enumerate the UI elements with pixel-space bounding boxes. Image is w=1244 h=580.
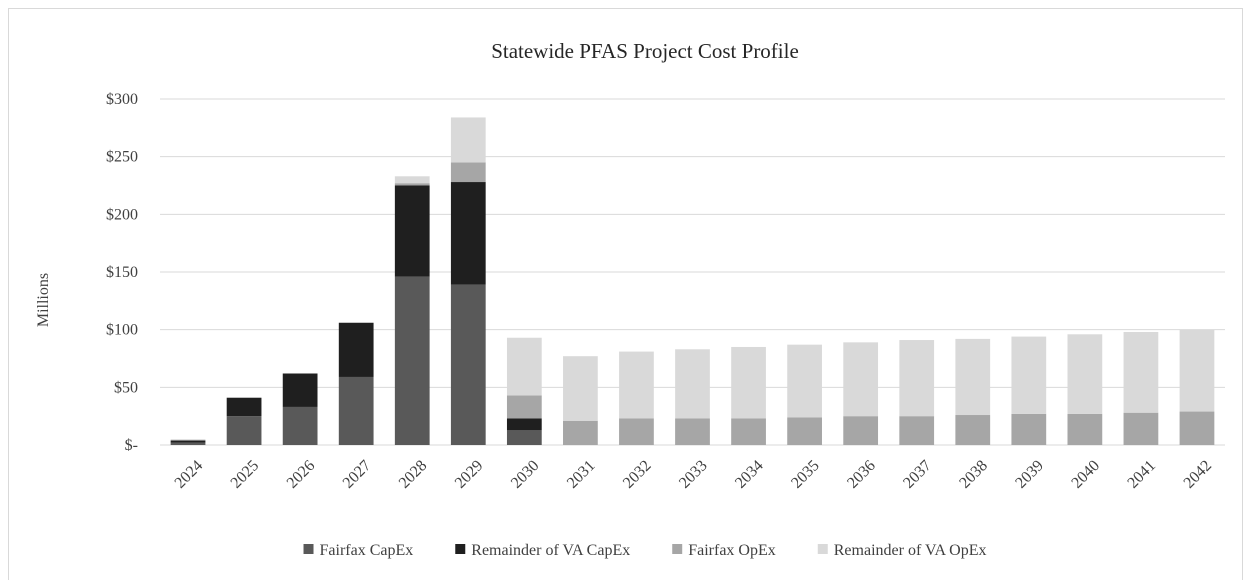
bar-segment (955, 415, 991, 445)
bar-segment (338, 322, 374, 377)
y-tick-label: $200 (106, 206, 138, 223)
bar-segment (1123, 412, 1159, 445)
legend-label: Remainder of VA OpEx (834, 542, 987, 559)
legend-label: Fairfax CapEx (320, 542, 414, 559)
bar-segment (1067, 413, 1103, 445)
bar-segment (170, 442, 206, 445)
y-tick-label: $250 (106, 149, 138, 166)
bar-segment (619, 351, 654, 419)
legend-label: Remainder of VA CapEx (471, 542, 630, 559)
y-tick-label: $- (125, 437, 138, 454)
legend-swatch (303, 544, 314, 554)
bar-segment (1179, 329, 1215, 412)
bar-segment (731, 418, 766, 445)
legend-swatch (455, 544, 466, 554)
bar-segment (843, 416, 879, 445)
bar-segment (619, 418, 654, 445)
bar-segment (563, 420, 598, 445)
bar-segment (282, 373, 318, 407)
chart-title: Statewide PFAS Project Cost Profile (491, 39, 799, 63)
y-tick-label: $150 (106, 264, 138, 281)
bar-segment (731, 346, 766, 419)
bar-segment (899, 340, 935, 417)
bar-segment (506, 337, 542, 396)
chart-frame (8, 8, 1243, 580)
y-tick-label: $100 (106, 322, 138, 339)
bar-segment (450, 182, 486, 285)
bar-segment (450, 162, 486, 183)
bar-segment (170, 439, 206, 441)
bar-segment (1179, 411, 1215, 445)
bar-segment (282, 406, 318, 445)
bar-segment (226, 416, 262, 445)
bar-segment (1067, 334, 1103, 414)
bar-segment (675, 349, 710, 419)
bar-segment (843, 342, 879, 417)
bar-segment (338, 376, 374, 445)
bar-segment (955, 338, 991, 416)
y-tick-label: $300 (106, 91, 138, 108)
bar-segment (506, 395, 542, 419)
bar-segment (226, 397, 262, 417)
bar-segment (563, 356, 598, 421)
legend-swatch (817, 544, 828, 554)
legend-label: Fairfax OpEx (688, 542, 776, 559)
bar-segment (1011, 413, 1047, 445)
bar-segment (506, 418, 542, 431)
bar-segment (450, 117, 486, 163)
bar-segment (170, 440, 206, 443)
bar-segment (1011, 336, 1047, 414)
bar-segment (787, 344, 822, 418)
bar-segment (394, 183, 430, 186)
bar-segment (1123, 331, 1159, 413)
bar-segment (675, 418, 710, 445)
bar-segment (394, 185, 430, 277)
bar-segment (450, 284, 486, 445)
bar-segment (394, 276, 430, 445)
legend-swatch (672, 544, 683, 554)
bar-segment (506, 430, 542, 445)
bar-segment (899, 416, 935, 445)
bar-segment (787, 417, 822, 445)
y-tick-label: $50 (114, 379, 138, 396)
y-axis-title: Millions (35, 273, 52, 327)
bar-segment (394, 176, 430, 184)
